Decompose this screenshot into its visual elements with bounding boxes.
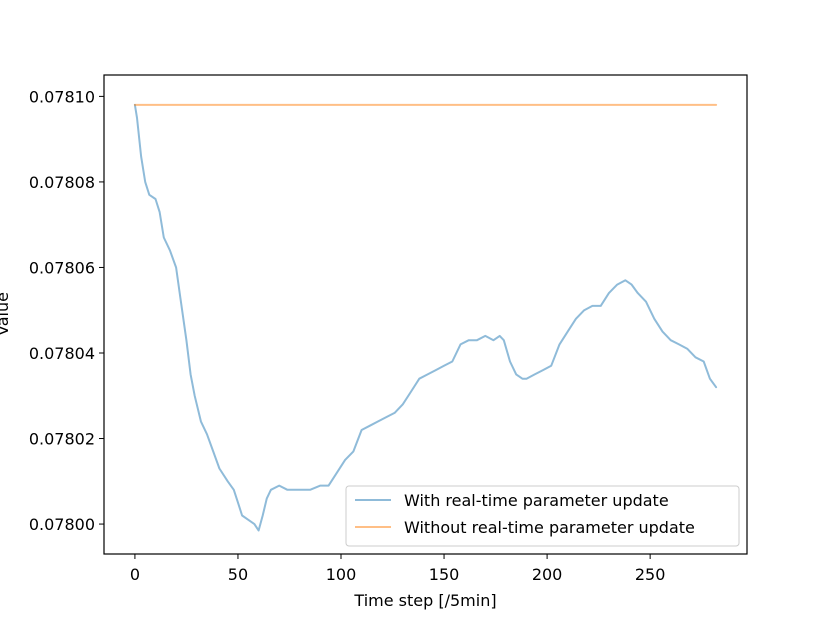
plot-frame (103, 74, 748, 555)
legend: With real-time parameter update Without … (345, 485, 740, 547)
y-axis-label: Value (0, 292, 12, 336)
x-tick-label: 150 (429, 565, 460, 584)
x-tick-label: 200 (532, 565, 563, 584)
y-tick-label: 0.07808 (29, 173, 95, 192)
y-tick-label: 0.07804 (29, 344, 95, 363)
x-tick-label: 50 (228, 565, 248, 584)
x-axis-label: Time step [/5min] (353, 591, 496, 610)
x-tick-label: 100 (326, 565, 357, 584)
y-tick-label: 0.07800 (29, 515, 95, 534)
x-tick-label: 250 (635, 565, 666, 584)
series-layer (133, 103, 718, 532)
legend-box (345, 485, 740, 547)
x-axis: 0 50 100 150 200 250 (130, 554, 666, 584)
x-tick-label: 0 (130, 565, 140, 584)
legend-label-with-update: With real-time parameter update (404, 491, 669, 510)
y-tick-label: 0.07802 (29, 430, 95, 449)
y-tick-label: 0.07810 (29, 87, 95, 106)
y-axis: 0.07800 0.07802 0.07804 0.07806 0.07808 0.078… (29, 87, 104, 534)
y-tick-label: 0.07806 (29, 258, 95, 277)
series-line-0 (133, 103, 718, 532)
legend-label-without-update: Without real-time parameter update (404, 518, 695, 537)
